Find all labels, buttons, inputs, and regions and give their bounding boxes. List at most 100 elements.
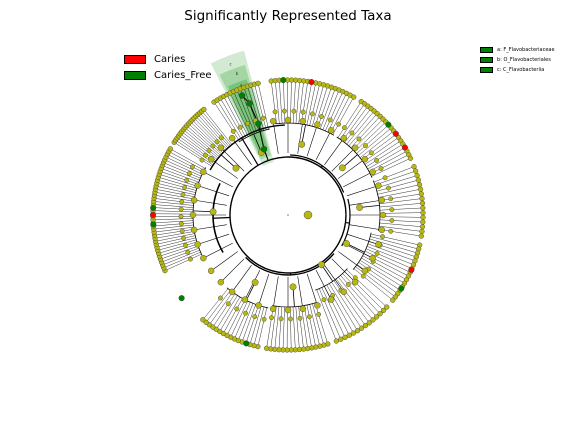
taxon-node [269,117,277,125]
branch-edge [320,88,336,129]
taxon-node [349,130,355,136]
branch-edge [340,275,377,318]
branch-edge [354,121,386,152]
legend-item-caries: Caries [124,51,212,67]
branch-edge [303,305,312,348]
taxon-node [327,127,335,134]
branch-edge [168,151,205,171]
taxon-node [260,115,266,121]
taxon-node [180,192,186,197]
clade-legend-item-c: c: C_Flavobacteriia [480,65,555,75]
taxon-node [228,134,236,142]
taxon-node [378,226,386,234]
branch-edge [379,207,423,211]
branch-edge [324,137,345,166]
branch-edge [271,81,277,124]
taxon-node [167,146,173,152]
taxon-node [237,124,243,130]
branch-edge [170,148,206,169]
taxon-node [390,297,396,303]
taxon-node [358,325,365,331]
taxon-node [230,128,236,134]
branch-edge [326,284,354,334]
branch-edge [234,302,251,339]
taxon-node [374,251,380,256]
taxon-node [278,316,284,322]
taxon-node [342,334,348,340]
taxon-node [420,210,426,216]
branch-edge [379,203,423,208]
branch-edge [154,198,194,204]
taxon-node [356,136,362,142]
branch-edge [366,143,404,167]
branch-edge [338,277,374,321]
branch-edge [303,82,312,125]
branch-edge [174,142,213,167]
branch-edge [157,239,197,251]
branch-edge [153,222,194,227]
branch-edge [355,266,396,298]
clade-label-c: c: C_Flavobacteriia [497,67,545,73]
branch-edge [203,242,233,259]
taxon-node [200,317,206,323]
clade-legend-item-a: a: F_Flavobacteriaceae [480,45,555,55]
branch-edge [153,224,194,230]
branch-edge [203,109,233,145]
branch-edge [226,94,249,137]
taxon-node [228,288,236,296]
taxon-node [354,328,361,334]
edge-layer [153,80,423,350]
taxon-node [217,144,225,152]
branch-edge [378,193,422,201]
taxon-node [378,166,384,171]
branch-edge [205,290,231,323]
taxon-node [217,278,225,286]
branch-edge [358,262,401,291]
branch-edge [324,264,345,293]
taxon-node [210,143,216,149]
branch-edge [290,80,292,124]
significant-node [308,79,315,86]
branch-edge [153,210,194,213]
significant-node [392,130,399,137]
branch-edge [349,199,382,206]
taxon-node [178,221,184,227]
branch-edge [373,166,415,183]
taxon-node [182,242,188,248]
taxon-node [388,228,394,234]
legend-item-caries-free: Caries_Free [124,67,212,83]
taxon-node [209,208,217,216]
significant-node [150,221,157,228]
branch-edge [283,80,286,124]
legend-swatch-caries [124,54,146,64]
taxon-node [362,322,369,329]
branch-edge [233,91,253,135]
branch-edge [231,264,252,293]
legend-label-caries-free: Caries_Free [154,69,212,81]
taxon-node [361,155,369,163]
branch-edge [322,89,340,130]
taxon-node [382,175,388,181]
clade-swatch-c [480,67,493,73]
taxon-node [380,307,387,314]
taxon-node [333,338,339,344]
taxon-node [255,302,262,309]
branch-edge [164,253,202,271]
branch-edge [337,101,362,138]
branch-edge [156,235,196,245]
taxon-node [200,254,207,262]
taxon-node [379,211,387,219]
taxon-node [178,214,184,219]
branch-edge [258,273,270,306]
taxon-node [351,144,359,152]
branch-edge [325,91,343,132]
branch-edge [317,87,332,128]
branch-edge [167,154,204,173]
branch-edge [226,299,246,336]
branch-edge [352,118,384,150]
taxon-node [420,219,426,225]
branch-edge [295,80,300,124]
taxon-node [190,196,198,204]
taxon-node [418,191,424,197]
